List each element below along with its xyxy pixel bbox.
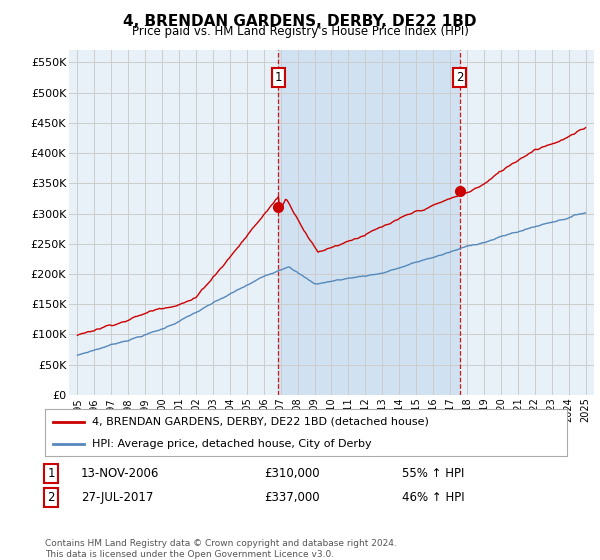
Text: 55% ↑ HPI: 55% ↑ HPI bbox=[402, 466, 464, 480]
Text: 1: 1 bbox=[47, 466, 55, 480]
Text: Price paid vs. HM Land Registry's House Price Index (HPI): Price paid vs. HM Land Registry's House … bbox=[131, 25, 469, 38]
Text: HPI: Average price, detached house, City of Derby: HPI: Average price, detached house, City… bbox=[92, 438, 371, 449]
Text: £337,000: £337,000 bbox=[264, 491, 320, 504]
Bar bbox=[278, 50, 460, 395]
Text: 1: 1 bbox=[275, 71, 282, 84]
Text: 2: 2 bbox=[47, 491, 55, 504]
Text: 4, BRENDAN GARDENS, DERBY, DE22 1BD (detached house): 4, BRENDAN GARDENS, DERBY, DE22 1BD (det… bbox=[92, 417, 429, 427]
Text: Contains HM Land Registry data © Crown copyright and database right 2024.
This d: Contains HM Land Registry data © Crown c… bbox=[45, 539, 397, 559]
Text: 46% ↑ HPI: 46% ↑ HPI bbox=[402, 491, 464, 504]
Text: £310,000: £310,000 bbox=[264, 466, 320, 480]
Text: 4, BRENDAN GARDENS, DERBY, DE22 1BD: 4, BRENDAN GARDENS, DERBY, DE22 1BD bbox=[123, 14, 477, 29]
Text: 13-NOV-2006: 13-NOV-2006 bbox=[81, 466, 160, 480]
Text: 2: 2 bbox=[456, 71, 463, 84]
Text: 27-JUL-2017: 27-JUL-2017 bbox=[81, 491, 154, 504]
